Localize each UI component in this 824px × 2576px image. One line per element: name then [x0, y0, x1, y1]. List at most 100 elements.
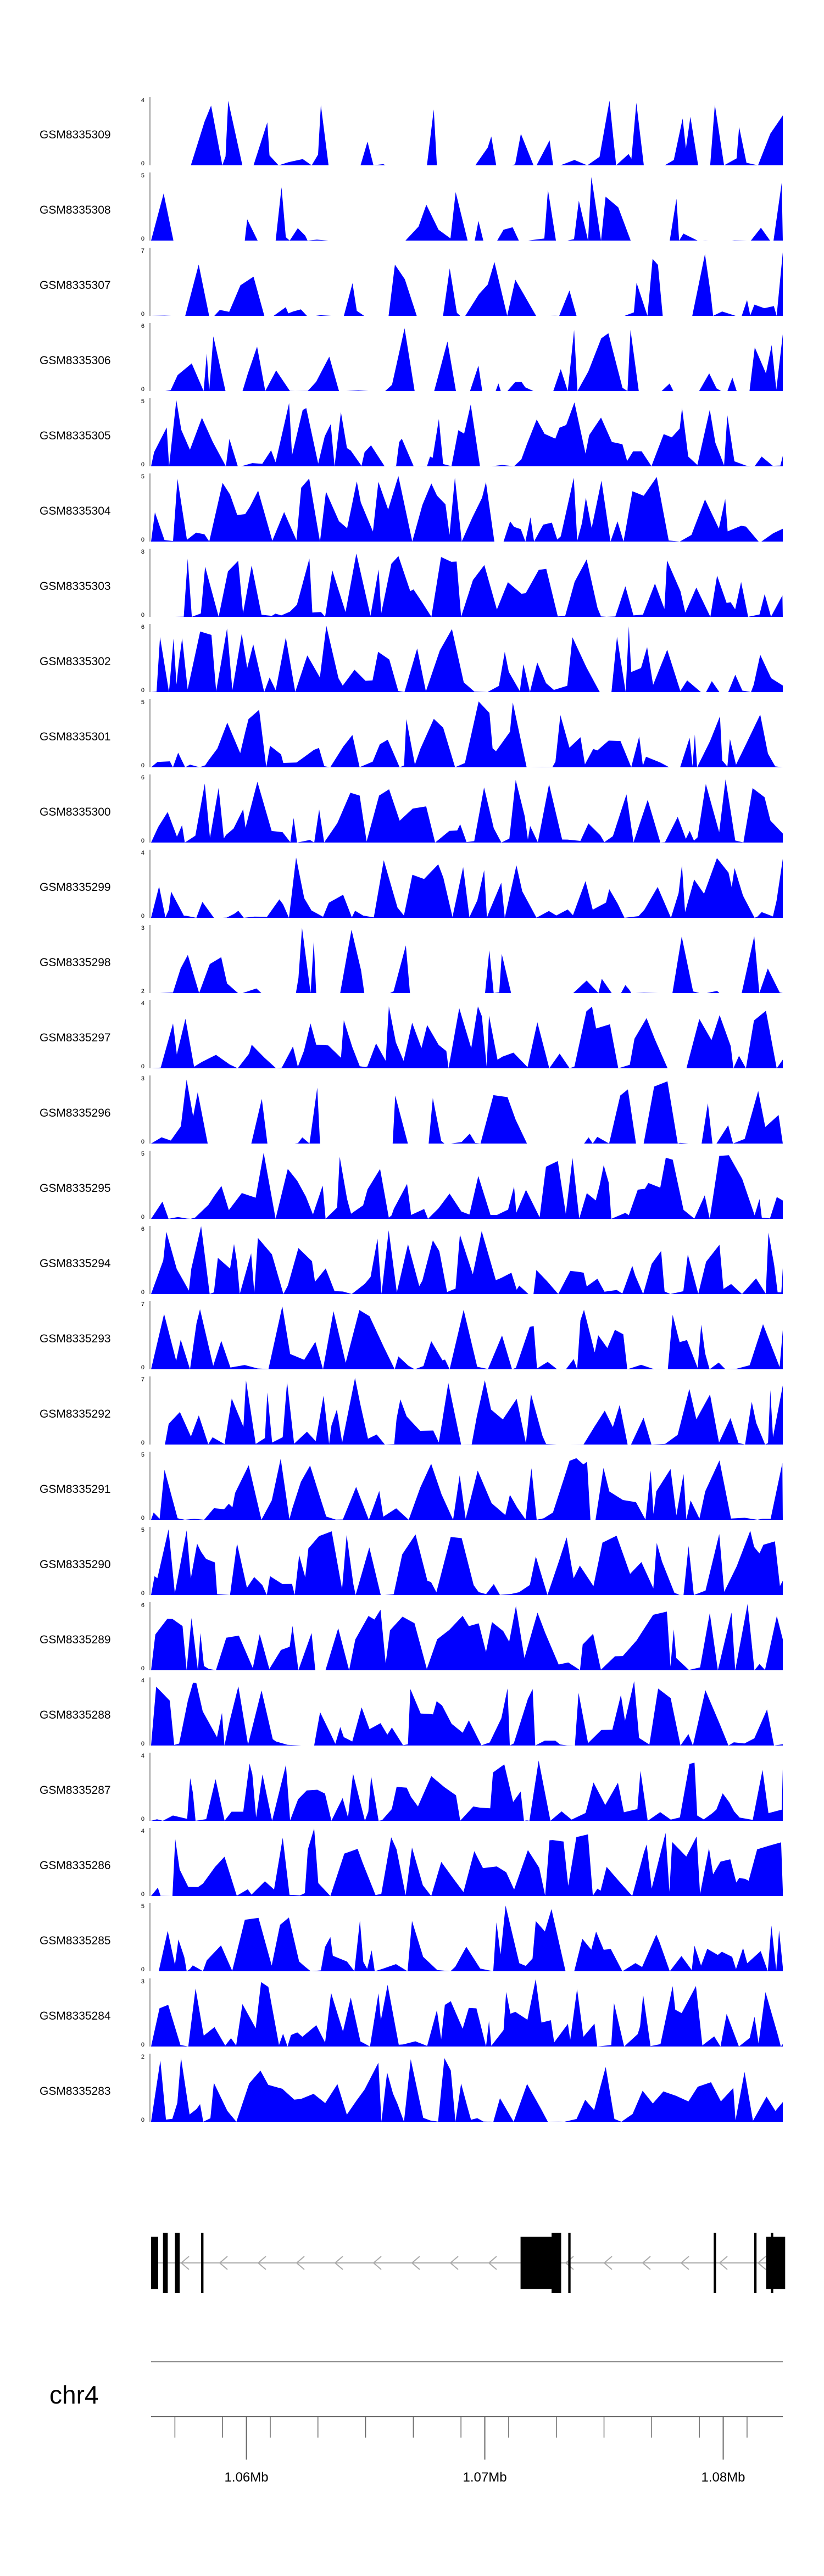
gene-exon — [568, 2233, 571, 2293]
coverage-area — [151, 101, 783, 165]
y-max-tick-label: 5 — [141, 1452, 144, 1458]
track-GSM8335303: GSM8335303 8 0 — [40, 549, 783, 618]
coverage-area — [151, 476, 783, 542]
track-GSM8335291: GSM8335291 5 0 — [40, 1452, 783, 1521]
coverage-tracks: GSM833530940GSM833530850GSM833530770GSM8… — [40, 97, 783, 2123]
coverage-area — [151, 328, 783, 391]
y-max-tick-label: 2 — [141, 2054, 144, 2060]
y-max-tick-label: 7 — [141, 1301, 144, 1308]
track-label: GSM8335303 — [40, 580, 111, 593]
track-label: GSM8335292 — [40, 1408, 111, 1420]
track-GSM8335305: GSM8335305 5 0 — [40, 398, 783, 468]
track-label: GSM8335300 — [40, 806, 111, 818]
coverage-area — [151, 1604, 783, 1670]
y-max-tick-label: 7 — [141, 1376, 144, 1383]
coverage-area — [151, 1979, 783, 2047]
strand-arrow — [680, 2256, 689, 2270]
strand-arrow — [219, 2256, 228, 2270]
strand-arrow — [603, 2256, 613, 2270]
track-GSM8335299: GSM8335299 4 0 — [40, 850, 783, 919]
y-max-tick-label: 4 — [141, 1000, 144, 1007]
y-min-tick-label: 0 — [141, 1966, 144, 1973]
y-min-tick-label: 0 — [141, 160, 144, 167]
track-label: GSM8335293 — [40, 1332, 111, 1345]
track-label: GSM8335306 — [40, 354, 111, 367]
y-min-tick-label: 0 — [141, 1139, 144, 1145]
y-min-tick-label: 0 — [141, 1741, 144, 1747]
track-GSM8335300: GSM8335300 6 0 — [40, 774, 783, 844]
y-max-tick-label: 4 — [141, 1753, 144, 1759]
y-max-tick-label: 6 — [141, 1226, 144, 1233]
coverage-area — [151, 1681, 783, 1746]
track-label: GSM8335286 — [40, 1859, 111, 1872]
y-max-tick-label: 4 — [141, 850, 144, 856]
strand-arrow — [372, 2256, 382, 2270]
y-max-tick-label: 6 — [141, 624, 144, 631]
y-min-tick-label: 0 — [141, 1214, 144, 1220]
track-GSM8335297: GSM8335297 4 0 — [40, 1000, 783, 1070]
y-min-tick-label: 0 — [141, 1590, 144, 1597]
track-label: GSM8335307 — [40, 279, 111, 292]
track-label: GSM8335304 — [40, 505, 111, 517]
axis-tick-label: 1.06Mb — [225, 2470, 269, 2485]
strand-arrow — [719, 2256, 728, 2270]
strand-arrow — [296, 2256, 305, 2270]
y-min-tick-label: 0 — [141, 311, 144, 317]
track-GSM8335285: GSM8335285 5 0 — [40, 1903, 783, 1973]
coverage-area — [151, 252, 783, 316]
track-GSM8335290: GSM8335290 5 0 — [40, 1527, 783, 1597]
y-max-tick-label: 5 — [141, 1527, 144, 1534]
y-max-tick-label: 6 — [141, 774, 144, 781]
y-min-tick-label: 0 — [141, 1891, 144, 1898]
chromosome-label: chr4 — [49, 2380, 98, 2409]
track-label: GSM8335287 — [40, 1784, 111, 1797]
coverage-area — [151, 1006, 783, 1068]
track-GSM8335298: GSM8335298 3 2 — [40, 925, 783, 995]
coverage-area — [151, 1226, 783, 1294]
y-max-tick-label: 4 — [141, 97, 144, 104]
track-GSM8335306: GSM8335306 6 0 — [40, 323, 783, 393]
track-GSM8335289: GSM8335289 6 0 — [40, 1602, 783, 1672]
y-min-tick-label: 0 — [141, 2042, 144, 2048]
y-max-tick-label: 6 — [141, 1602, 144, 1609]
track-label: GSM8335301 — [40, 731, 111, 743]
gene-exon — [714, 2233, 716, 2293]
strand-arrow — [565, 2256, 574, 2270]
track-label: GSM8335291 — [40, 1483, 111, 1496]
coverage-area — [151, 1529, 783, 1595]
track-label: GSM8335283 — [40, 2085, 111, 2098]
y-min-tick-label: 0 — [141, 687, 144, 694]
track-label: GSM8335298 — [40, 956, 111, 969]
track-GSM8335301: GSM8335301 5 0 — [40, 699, 783, 769]
track-label: GSM8335285 — [40, 1934, 111, 1947]
y-max-tick-label: 5 — [141, 473, 144, 480]
y-min-tick-label: 0 — [141, 1440, 144, 1446]
genome-axis-track: chr4 1.06Mb 1.07Mb 1.08Mb — [49, 2361, 783, 2485]
gene-exon — [552, 2233, 561, 2293]
strand-arrow — [449, 2256, 459, 2270]
axis-tick-label: 1.07Mb — [463, 2470, 507, 2485]
y-min-tick-label: 0 — [141, 537, 144, 543]
track-label: GSM8335295 — [40, 1182, 111, 1195]
gene-exon — [175, 2233, 180, 2293]
y-max-tick-label: 5 — [141, 1151, 144, 1157]
coverage-area — [151, 626, 783, 692]
track-GSM8335292: GSM8335292 7 0 — [40, 1376, 783, 1446]
gene-model-track — [151, 2233, 786, 2293]
coverage-area — [151, 553, 783, 617]
track-GSM8335308: GSM8335308 5 0 — [40, 172, 783, 242]
y-min-tick-label: 0 — [141, 913, 144, 919]
track-GSM8335293: GSM8335293 7 0 — [40, 1301, 783, 1371]
coverage-area — [151, 857, 783, 918]
coverage-area — [151, 1079, 783, 1144]
strand-arrow — [488, 2256, 497, 2270]
track-label: GSM8335289 — [40, 1633, 111, 1646]
track-GSM8335295: GSM8335295 5 0 — [40, 1151, 783, 1220]
y-min-tick-label: 0 — [141, 838, 144, 844]
y-max-tick-label: 3 — [141, 1978, 144, 1985]
coverage-area — [151, 1828, 783, 1896]
y-min-tick-label: 0 — [141, 1364, 144, 1371]
track-GSM8335283: GSM8335283 2 0 — [40, 2054, 783, 2123]
coverage-area — [151, 1152, 783, 1219]
y-max-tick-label: 8 — [141, 549, 144, 555]
